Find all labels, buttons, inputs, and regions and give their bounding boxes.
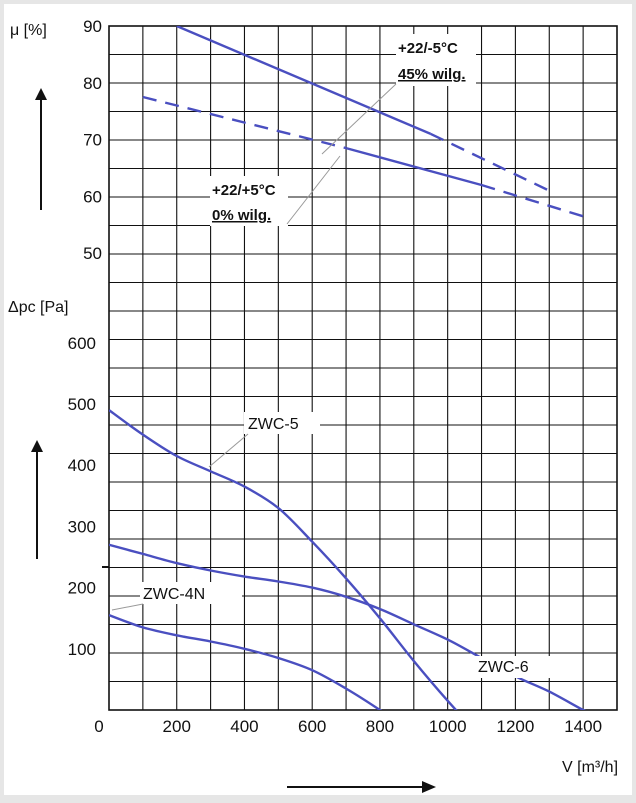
x-axis-label: V [m³/h] — [562, 759, 618, 776]
x-arrow-icon-head — [422, 781, 436, 793]
curve-label-leader — [111, 603, 144, 611]
annotation-bg — [210, 176, 288, 226]
y-tick-label: 200 — [68, 579, 96, 598]
lower-y-arrow-icon-head — [31, 440, 43, 452]
curve-label-bg — [244, 412, 320, 434]
chart-svg: 50 60 70 80 90 100 200 300 400 500 600 0 200 400 600 80… — [8, 17, 618, 793]
x-tick-label: 1000 — [429, 717, 467, 736]
y-tick-label: 60 — [83, 187, 102, 206]
efficiency-line-4 — [481, 183, 584, 218]
annotation-line-1: +22/-5°C — [398, 40, 458, 57]
x-tick-label: 0 — [94, 717, 103, 736]
x-tick-label: 800 — [366, 717, 394, 736]
y-tick-label: 600 — [68, 334, 96, 353]
upper-y-axis-label: μ [%] — [10, 22, 47, 39]
y-tick-label: 80 — [83, 74, 102, 93]
chart-figure: 50 60 70 80 90 100 200 300 400 500 600 0 200 400 600 80… — [4, 4, 632, 795]
annotation-line-2: 0% wilg. — [212, 207, 271, 224]
efficiency-line-3 — [345, 146, 482, 187]
annotation-leader — [321, 83, 397, 155]
upper-y-arrow-icon-head — [35, 88, 47, 100]
lower-y-axis-label: Δpc [Pa] — [8, 299, 69, 316]
y-tick-label: 70 — [83, 131, 102, 150]
y-tick-label: 300 — [68, 517, 96, 536]
curve-label-bg — [474, 656, 556, 678]
x-tick-label: 1200 — [496, 717, 534, 736]
x-tick-label: 1400 — [564, 717, 602, 736]
annotation-bg — [396, 34, 476, 86]
curve-label-zwc-4n: ZWC-4N — [143, 586, 205, 603]
curve-label-leader — [208, 433, 249, 468]
efficiency-line-0 — [176, 26, 432, 136]
y-tick-label: 400 — [68, 456, 96, 475]
x-tick-label: 200 — [163, 717, 191, 736]
pressure-curve-zwc-5 — [109, 409, 458, 710]
pressure-curve-zwc-6 — [109, 543, 586, 710]
y-tick-label: 100 — [68, 640, 96, 659]
efficiency-line-2 — [142, 95, 347, 150]
curve-label-zwc-5: ZWC-5 — [248, 416, 299, 433]
y-tick-label: 500 — [68, 395, 96, 414]
annotation-line-1: +22/+5°C — [212, 182, 276, 199]
x-tick-label: 400 — [230, 717, 258, 736]
pressure-curve-zwc-4n — [109, 613, 383, 710]
curve-label-bg — [140, 582, 242, 604]
efficiency-line-1 — [430, 132, 550, 192]
annotation-leader — [286, 155, 341, 225]
y-tick-label: 90 — [83, 17, 102, 36]
y-tick-label: 50 — [83, 244, 102, 263]
x-tick-label: 600 — [298, 717, 326, 736]
annotation-line-2: 45% wilg. — [398, 66, 466, 83]
curve-label-zwc-6: ZWC-6 — [478, 659, 529, 676]
